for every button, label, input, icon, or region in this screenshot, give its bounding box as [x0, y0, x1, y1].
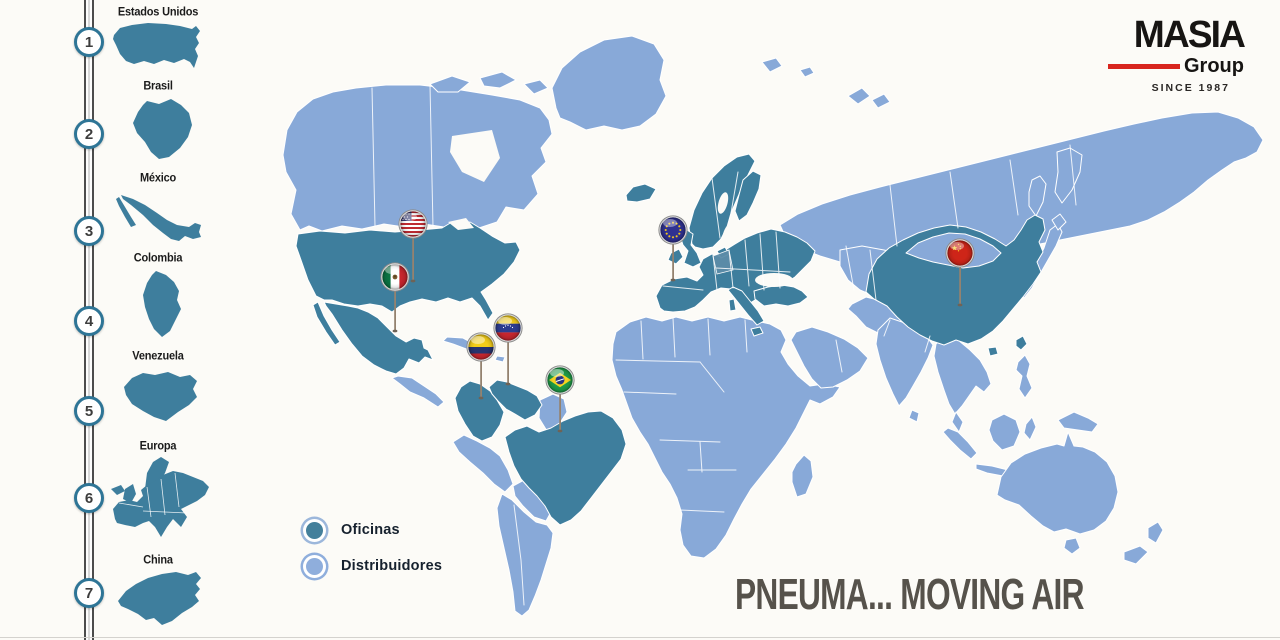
country-mexico — [323, 301, 434, 375]
badge-number: 2 — [84, 125, 94, 143]
country-colombia — [454, 380, 505, 442]
china-silhouette-icon — [118, 572, 201, 625]
island-taiwan — [1015, 335, 1028, 351]
country-label: Colombia — [133, 251, 183, 265]
country-australia — [996, 431, 1119, 535]
sidebar-item-mexico: México — [100, 171, 216, 245]
badge-number: 3 — [84, 222, 94, 240]
country-brazil — [504, 410, 627, 526]
badge-6: 6 — [74, 483, 104, 513]
region-europe — [655, 228, 816, 313]
black-sea — [755, 273, 793, 287]
country-label: Europa — [139, 439, 177, 453]
brazil-silhouette-icon — [133, 99, 192, 159]
caspian-sea — [808, 260, 836, 306]
legend-label: Distribuidores — [341, 558, 443, 574]
region-central-america — [391, 375, 445, 408]
logo-brand-text: MASIA — [1133, 14, 1246, 56]
island-new-guinea — [1057, 411, 1099, 433]
sidebar-item-venezuela: Venezuela — [100, 349, 216, 427]
badge-number: 4 — [84, 312, 94, 330]
mexico-flag-pin — [380, 262, 410, 292]
country-peru — [452, 434, 514, 493]
venezuela-silhouette-icon — [124, 372, 197, 421]
european-union-flag-pin — [658, 215, 688, 245]
badge-number: 1 — [84, 33, 94, 51]
country-label: Brasil — [143, 79, 173, 93]
country-iceland — [625, 183, 657, 203]
country-canada — [282, 84, 553, 232]
badge-5: 5 — [74, 396, 104, 426]
baltic-sea — [722, 221, 736, 243]
badge-4: 4 — [74, 306, 104, 336]
flag-pins — [380, 209, 975, 433]
country-greenland — [551, 35, 667, 131]
country-borders — [371, 84, 1077, 606]
map-legend: Oficinas Distribuidores — [300, 512, 442, 584]
country-label: Estados Unidos — [117, 5, 199, 19]
country-label: China — [143, 553, 173, 567]
country-new-zealand — [1147, 521, 1164, 544]
country-finland — [734, 170, 762, 222]
badge-2: 2 — [74, 119, 104, 149]
sidebar-item-europa: Europa — [100, 439, 216, 553]
china-flag-pin — [945, 238, 975, 268]
bottom-divider — [0, 636, 1280, 638]
usa-silhouette-icon — [113, 23, 200, 68]
country-label: México — [139, 171, 177, 185]
sidebar-item-brasil: Brasil — [100, 79, 216, 163]
peninsula-kamchatka — [1054, 147, 1083, 204]
venezuela-flag-pin — [493, 313, 523, 343]
mexico-silhouette-icon — [116, 195, 201, 241]
baja-california — [312, 301, 341, 346]
badge-1: 1 — [74, 27, 104, 57]
badge-number: 7 — [84, 584, 94, 602]
island-borneo — [988, 413, 1021, 451]
country-madagascar — [791, 454, 814, 498]
sidebar-item-colombia: Colombia — [100, 251, 216, 341]
badge-number: 5 — [84, 402, 94, 420]
sidebar-item-china: China — [100, 553, 216, 629]
country-uk — [680, 229, 702, 268]
logo-red-dash — [1108, 64, 1180, 69]
masia-group-logo: MASIA Group SINCE 1987 — [1106, 14, 1246, 94]
office-swatch-icon — [306, 521, 323, 539]
hudson-bay — [450, 130, 500, 182]
country-philippines — [1015, 354, 1033, 399]
great-lakes — [448, 218, 474, 230]
sidebar-item-estados-unidos: Estados Unidos — [100, 5, 216, 73]
badge-3: 3 — [74, 216, 104, 246]
country-argentina-chile — [496, 493, 554, 617]
badge-number: 6 — [84, 489, 94, 507]
country-china — [865, 214, 1046, 346]
legend-item-distribuidores: Distribuidores — [300, 548, 442, 584]
europe-silhouette-icon — [111, 457, 209, 537]
logo-group-text: Group — [1184, 55, 1244, 77]
legend-item-oficinas: Oficinas — [300, 512, 442, 548]
logo-since-text: SINCE 1987 — [1151, 82, 1230, 94]
country-label: Venezuela — [132, 349, 184, 363]
region-southeast-asia — [933, 333, 992, 415]
usa-flag-pin — [398, 209, 428, 239]
badge-7: 7 — [74, 578, 104, 608]
country-ireland — [667, 248, 684, 265]
continent-africa — [611, 316, 841, 559]
colombia-silhouette-icon — [143, 271, 181, 337]
legend-label: Oficinas — [341, 522, 400, 538]
region-arabia — [790, 326, 869, 389]
tagline: PNEUMA... MOVING AIR — [735, 570, 1084, 619]
colombia-flag-pin — [466, 332, 496, 362]
distributor-swatch-icon — [306, 557, 323, 575]
water-bodies — [448, 130, 836, 306]
brazil-flag-pin — [545, 365, 575, 395]
country-italy — [727, 286, 765, 326]
